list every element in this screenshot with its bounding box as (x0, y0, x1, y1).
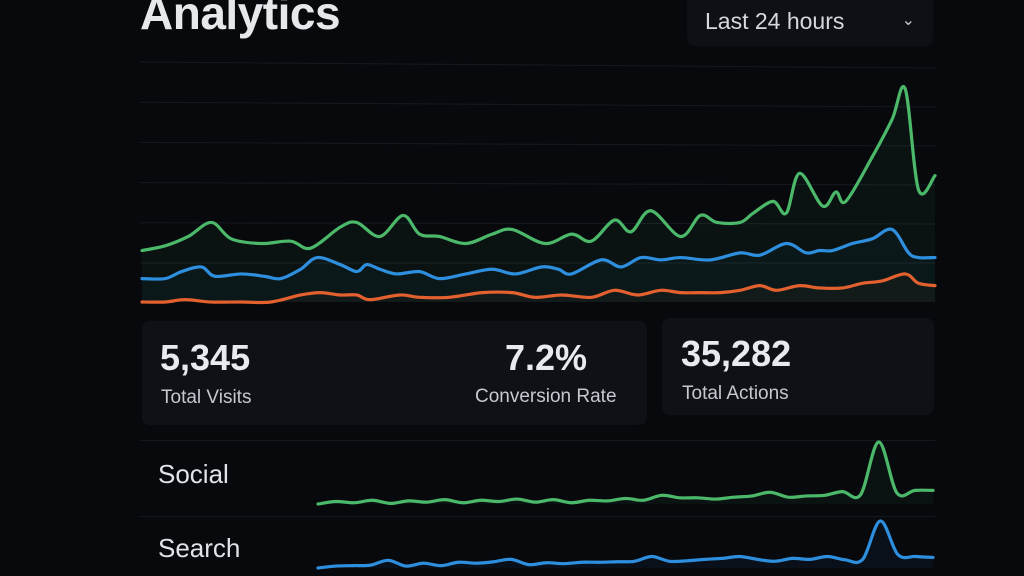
main-line-chart (139, 61, 937, 305)
stats-card-actions: 35,282 Total Actions (662, 318, 934, 415)
grid-line (139, 101, 936, 108)
grid-line (139, 222, 936, 225)
series-line-orange (140, 272, 937, 305)
time-range-value: Last 24 hours (705, 8, 845, 34)
total-visits-value: 5,345 (160, 337, 251, 378)
grid-line (139, 182, 936, 186)
conversion-rate-value: 7.2% (505, 337, 588, 378)
total-visits-label: Total Visits (161, 387, 252, 408)
row-label-search: Search (158, 533, 241, 563)
conversion-rate-label: Conversion Rate (475, 386, 617, 407)
series-line-blue (140, 227, 937, 281)
row-divider (140, 516, 935, 517)
stats-card-visits-conversion: 5,345 Total Visits 7.2% Conversion Rate (142, 321, 647, 425)
total-actions-value: 35,282 (681, 333, 792, 374)
series-line-social (316, 440, 935, 506)
grid-line (139, 141, 936, 147)
series-line-green (140, 84, 937, 253)
search-sparkline (316, 519, 935, 570)
row-label-social: Social (158, 459, 229, 489)
time-range-select[interactable]: Last 24 hours ⌄ (687, 0, 933, 46)
grid-line (139, 61, 936, 69)
series-area-blue (142, 229, 935, 302)
page-title: Analytics (140, 0, 341, 39)
social-sparkline (316, 440, 935, 506)
series-area-social (318, 441, 933, 504)
total-actions-label: Total Actions (682, 383, 789, 404)
chevron-down-icon: ⌄ (901, 12, 915, 29)
series-line-search (316, 519, 935, 570)
row-divider (140, 440, 935, 441)
series-area-green (142, 86, 935, 302)
